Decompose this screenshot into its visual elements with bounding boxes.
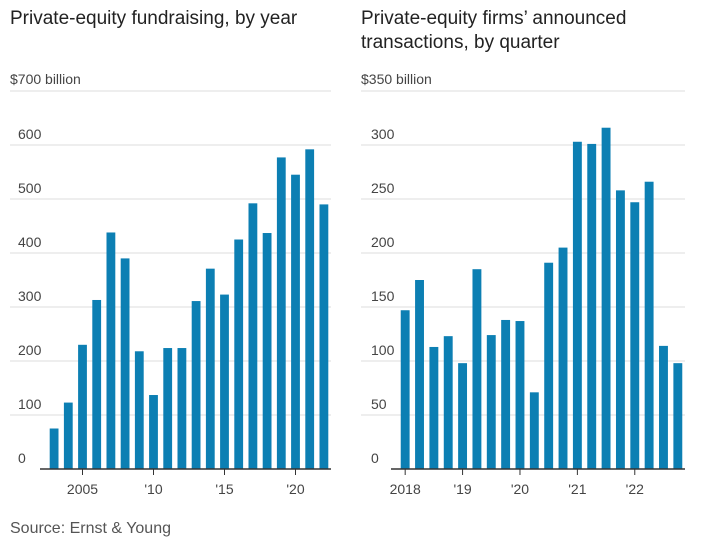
transactions-bar-2020-Q4 <box>558 247 568 469</box>
transactions-bar-2019-Q3 <box>486 335 496 469</box>
transactions-bar-2022-Q1 <box>630 202 640 470</box>
transactions-bar-2020-Q1 <box>515 321 525 469</box>
transactions-x-tick-label: '19 <box>453 481 471 497</box>
fundraising-bar-2015 <box>220 294 229 469</box>
transactions-y-tick-label: 100 <box>371 342 395 358</box>
transactions-bar-2019-Q2 <box>472 269 482 469</box>
transactions-bar-2019-Q4 <box>501 319 511 469</box>
fundraising-bar-2017 <box>248 203 258 469</box>
fundraising-x-tick-label: '10 <box>144 481 162 497</box>
transactions-bar-2021-Q3 <box>601 127 611 469</box>
fundraising-bar-2012 <box>177 348 187 469</box>
transactions-bar-2020-Q2 <box>529 392 539 469</box>
chart-title-fundraising: Private-equity fundraising, by year <box>10 8 298 29</box>
transactions-bar-2018-Q1 <box>400 310 410 469</box>
transactions-y-tick-label: 50 <box>371 396 387 412</box>
fundraising-y-tick-label: 600 <box>18 126 42 142</box>
source-note: Source: Ernst & Young <box>10 520 171 537</box>
transactions-bar-2022-Q2 <box>644 181 654 469</box>
transactions-y-tick-label: 0 <box>371 450 379 466</box>
fundraising-bar-2008 <box>120 258 130 469</box>
transactions-y-tick-label: 250 <box>371 180 395 196</box>
fundraising-bar-2006 <box>92 299 102 469</box>
transactions-x-tick-label: 2018 <box>390 481 421 497</box>
transactions-bar-2021-Q1 <box>572 141 582 469</box>
fundraising-bar-2013 <box>191 301 201 469</box>
fundraising-bar-2007 <box>106 232 116 469</box>
fundraising-bar-2011 <box>163 348 173 469</box>
unit-label-fundraising: $700 billion <box>10 71 81 87</box>
transactions-x-tick-label: '20 <box>511 481 529 497</box>
fundraising-bar-2009 <box>134 351 144 469</box>
fundraising-y-tick-label: 500 <box>18 180 42 196</box>
chart-title-transactions: Private-equity firms’ announced transact… <box>361 8 627 53</box>
fundraising-bar-2004 <box>63 402 73 469</box>
fundraising-x-tick-label: '15 <box>215 481 233 497</box>
fundraising-y-tick-label: 0 <box>18 450 26 466</box>
transactions-x-tick-label: '21 <box>568 481 586 497</box>
fundraising-bar-2016 <box>234 239 244 469</box>
transactions-bar-2021-Q4 <box>615 190 625 470</box>
fundraising-y-tick-label: 400 <box>18 234 42 250</box>
fundraising-bar-2020 <box>291 174 300 469</box>
transactions-y-tick-label: 200 <box>371 234 395 250</box>
fundraising-bar-2003 <box>49 428 59 469</box>
transactions-y-tick-label: 150 <box>371 288 395 304</box>
fundraising-y-tick-label: 100 <box>18 396 42 412</box>
transactions-y-tick-label: 300 <box>371 126 395 142</box>
transactions-bar-2018-Q3 <box>429 346 439 469</box>
fundraising-bar-2014 <box>205 268 215 469</box>
fundraising-x-tick-label: '20 <box>286 481 304 497</box>
transactions-bar-2021-Q2 <box>587 143 597 470</box>
fundraising-bar-2005 <box>78 344 87 469</box>
transactions-bar-2018-Q4 <box>443 336 453 469</box>
fundraising-y-tick-label: 300 <box>18 288 42 304</box>
transactions-x-tick-label: '22 <box>626 481 644 497</box>
transactions-bar-2018-Q2 <box>415 280 424 469</box>
fundraising-bar-2010 <box>149 395 158 469</box>
fundraising-bar-2022 <box>319 204 329 469</box>
fundraising-x-tick-label: 2005 <box>67 481 98 497</box>
transactions-bar-2022-Q3 <box>659 345 668 469</box>
fundraising-bar-2021 <box>305 149 315 469</box>
fundraising-y-tick-label: 200 <box>18 342 42 358</box>
transactions-bar-2020-Q3 <box>544 262 554 469</box>
fundraising-bar-2018 <box>262 233 272 469</box>
transactions-bar-2019-Q1 <box>458 363 468 469</box>
unit-label-transactions: $350 billion <box>361 71 432 87</box>
fundraising-bar-2019 <box>276 157 286 470</box>
transactions-bar-2022-Q4 <box>673 363 683 469</box>
